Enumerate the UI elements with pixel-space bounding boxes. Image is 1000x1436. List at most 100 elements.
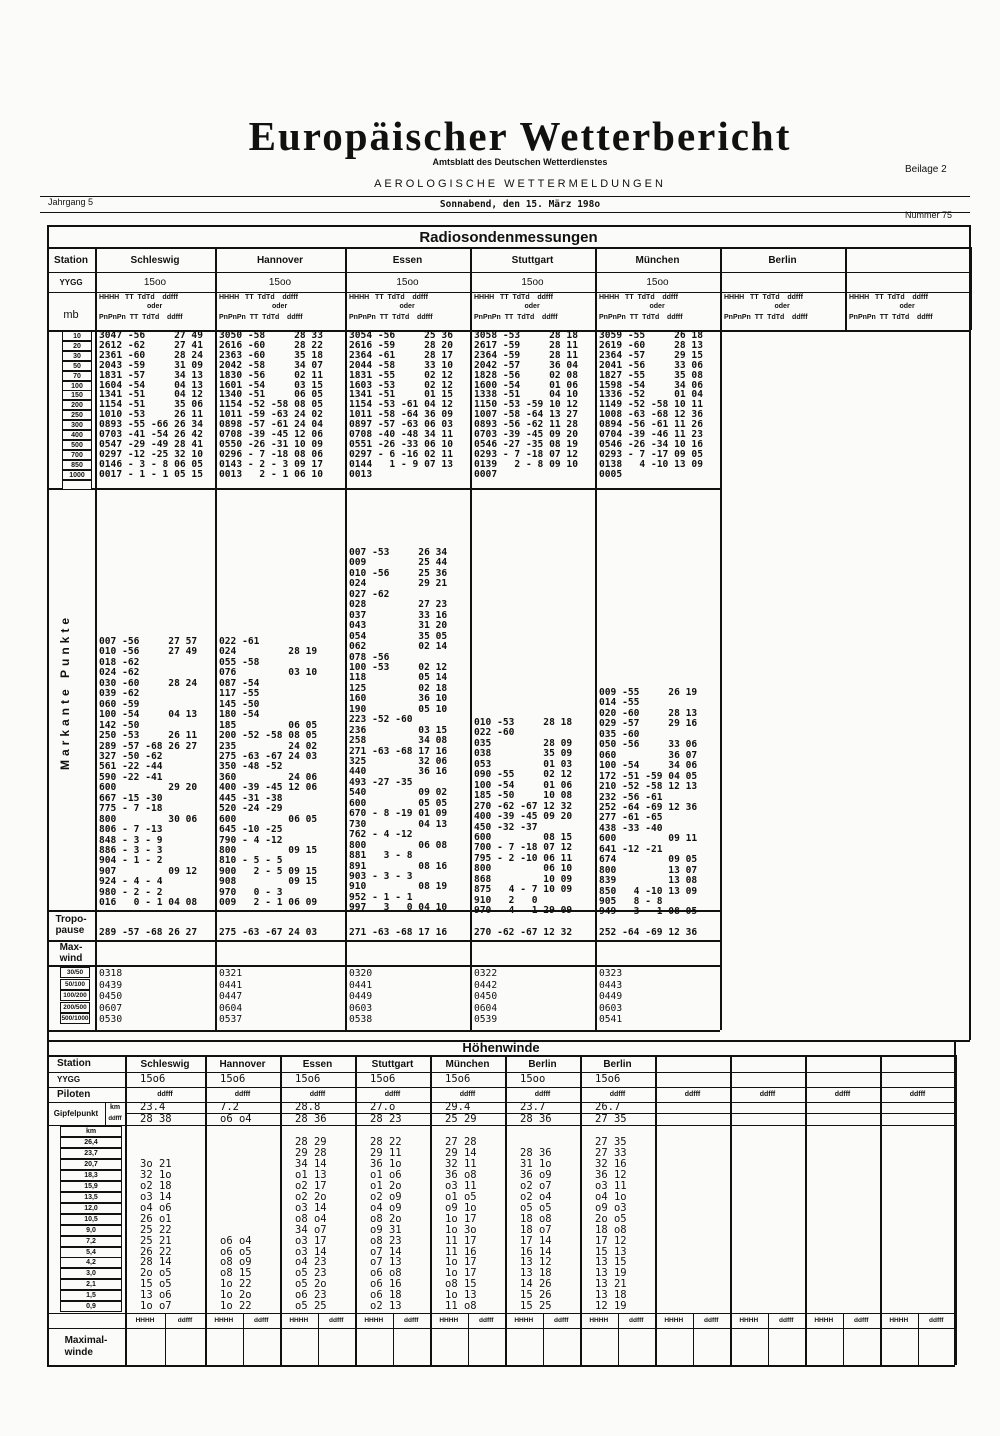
column-header: oder xyxy=(649,303,665,310)
pressure-level-label: 300 xyxy=(62,420,92,431)
hhhh-header: HHHH xyxy=(664,1317,684,1324)
wind-shear-value: 0318 xyxy=(99,968,123,979)
hhhh-header: HHHH xyxy=(739,1317,759,1324)
wind-shear-value: 0537 xyxy=(219,1014,243,1025)
wind-value: o2 13 xyxy=(370,1300,402,1313)
newspaper-title: Europäischer Wetterbericht xyxy=(248,113,792,159)
gipfelpunkt-ddfff: 28 36 xyxy=(520,1113,552,1125)
significant-point-row: 440 36 16 xyxy=(349,766,448,778)
wind-value: o5 2o xyxy=(295,1278,327,1291)
significant-point-row: 641 -12 -21 xyxy=(599,843,663,855)
km-header: km xyxy=(60,1126,122,1137)
grid-line xyxy=(692,1313,694,1365)
standard-level-row: 1154 -52 -58 08 05 xyxy=(219,399,323,411)
wind-value: 28 22 xyxy=(370,1136,402,1148)
wind-value: 32 16 xyxy=(595,1157,627,1170)
grid-line xyxy=(47,1055,955,1057)
grid-line xyxy=(215,247,217,1030)
wind-value: o4 o9 xyxy=(370,1201,402,1214)
standard-level-row: 0893 -56 -62 11 28 xyxy=(474,419,578,431)
standard-level-row: 0297 - 6 -16 02 11 xyxy=(349,448,453,460)
standard-level-row: 1601 -54 03 15 xyxy=(219,379,323,391)
column-header: PnPnPn TT TdTd ddfff xyxy=(599,314,683,321)
significant-point-row: 050 -56 33 06 xyxy=(599,739,698,751)
station-name: Stuttgart xyxy=(511,254,554,266)
altitude-level-label: 4,2 xyxy=(60,1257,122,1269)
grid-line xyxy=(969,225,971,1040)
significant-point-row: 790 - 4 -12 xyxy=(219,834,283,846)
wind-value: o8 23 xyxy=(370,1234,402,1247)
column-header: oder xyxy=(272,303,288,310)
grid-line xyxy=(467,1313,469,1365)
standard-level-row: 0546 -27 -35 08 19 xyxy=(474,438,578,450)
piloten-unit: ddfff xyxy=(834,1091,851,1098)
standard-level-row: 3047 -56 27 49 xyxy=(99,330,203,341)
station-name: Hannover xyxy=(219,1058,266,1070)
significant-point-row: 125 02 18 xyxy=(349,682,448,694)
significant-point-row: 850 4 -10 13 09 xyxy=(599,885,698,897)
standard-level-row: 1154 -51 35 06 xyxy=(99,399,203,411)
grid-line xyxy=(845,247,847,330)
pressure-level-label: 400 xyxy=(62,430,92,440)
wind-value: o6 o4 xyxy=(220,1234,252,1247)
wind-shear-value: 0530 xyxy=(99,1014,123,1025)
significant-point-row: 009 -55 26 19 xyxy=(599,687,698,698)
significant-point-row: 087 -54 xyxy=(219,677,260,689)
station-name xyxy=(805,1056,880,1072)
standard-level-row: 2364 -59 28 11 xyxy=(474,349,578,361)
significant-point-row: 600 06 05 xyxy=(219,813,318,825)
piloten-unit: ddfff xyxy=(759,1091,776,1098)
station-yygg: 15o6 xyxy=(370,1073,396,1085)
significant-point-row: 039 -62 xyxy=(99,688,140,700)
grid-line xyxy=(47,225,970,227)
significant-point-row: 029 -57 29 16 xyxy=(599,718,698,730)
wind-value: 15 25 xyxy=(520,1300,552,1313)
altitude-level-label: 13,5 xyxy=(60,1191,122,1203)
grid-line xyxy=(392,1313,394,1365)
significant-point-row: 010 -56 25 36 xyxy=(349,567,448,579)
significant-point-row: 007 -56 27 57 xyxy=(99,636,198,647)
wind-value: 1o 22 xyxy=(220,1278,252,1291)
standard-level-row: 0005 xyxy=(599,468,623,480)
wind-value: 3o 21 xyxy=(140,1157,172,1170)
wind-value: 32 1o xyxy=(140,1168,172,1181)
standard-level-row: 1010 -53 26 11 xyxy=(99,409,203,421)
significant-point-row: 236 03 15 xyxy=(349,724,448,736)
standard-level-row: 1150 -53 -59 10 12 xyxy=(474,399,578,411)
wind-value: o9 1o xyxy=(445,1201,477,1214)
significant-point-row: 060 -59 xyxy=(99,698,140,710)
pressure-level-label: 500 xyxy=(62,439,92,450)
pressure-level-label: 1000 xyxy=(62,469,92,480)
wind-shear-value: 0323 xyxy=(599,968,623,979)
standard-level-row: 1827 -55 35 08 xyxy=(599,369,703,381)
station-yygg: 15oo xyxy=(520,1073,546,1085)
standard-level-row: 1828 -56 02 08 xyxy=(474,369,578,381)
station-name: Berlin xyxy=(603,1058,632,1070)
piloten-unit: ddfff xyxy=(534,1091,551,1098)
pressure-level-label: 10 xyxy=(62,331,92,341)
altitude-level-label: 23,7 xyxy=(60,1147,122,1159)
station-yygg: 15oo xyxy=(521,276,544,288)
standard-level-row: 0013 2 - 1 06 10 xyxy=(219,468,323,480)
gipfelpunkt-km: 26.7 xyxy=(595,1101,621,1113)
wind-value: 25 21 xyxy=(140,1234,172,1247)
wind-value: 13 o6 xyxy=(140,1289,172,1302)
wind-shear-value: 0603 xyxy=(349,1002,373,1014)
altitude-level-label: 7,2 xyxy=(60,1235,122,1247)
ddfff-header: ddfff xyxy=(929,1317,944,1324)
wind-value: 11 16 xyxy=(445,1245,477,1258)
wind-value: 29 11 xyxy=(370,1146,402,1159)
wind-shear-layer-label: 500/1000 xyxy=(60,1013,90,1024)
significant-point-row: 904 - 1 - 2 xyxy=(99,855,163,867)
wind-value: 15 13 xyxy=(595,1245,627,1258)
significant-point-row: 730 04 13 xyxy=(349,818,448,830)
standard-level-row: 3058 -53 28 18 xyxy=(474,330,578,341)
column-header: HHHH TT TdTd ddfff xyxy=(349,294,428,301)
station-label: Station xyxy=(57,1058,91,1069)
column-header: PnPnPn TT TdTd ddfff xyxy=(724,314,808,321)
ddfff-header: ddfff xyxy=(554,1317,569,1324)
wind-value: 32 11 xyxy=(445,1157,477,1170)
standard-level-row: 2043 -59 31 09 xyxy=(99,359,203,371)
grid-line xyxy=(47,1328,955,1329)
grid-line xyxy=(47,488,720,490)
